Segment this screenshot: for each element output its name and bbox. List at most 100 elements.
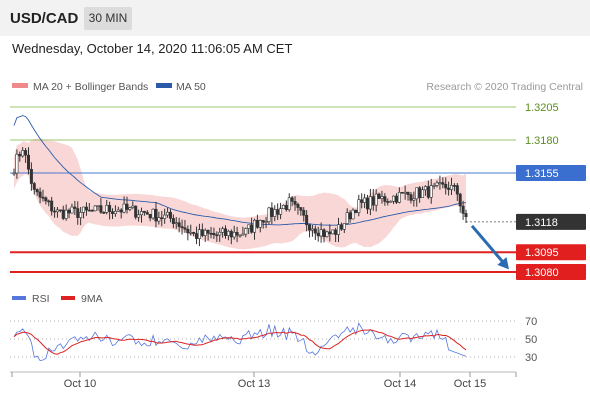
price-tags: 1.3205 1.3180 1.3155 1.3118 1.3095 1.3080 [516,102,586,280]
candle-body [458,193,462,207]
bollinger-legend-swatch [12,83,28,88]
candle-body [305,215,309,226]
candle-body [316,232,320,237]
candle-body [447,187,451,190]
candle-body [360,199,364,203]
timeframe-button[interactable]: 30 MIN [84,7,132,30]
candle-body [383,196,387,202]
candle-body [429,185,433,198]
candle-body [67,209,71,214]
rsi-panel: 70 50 30 [10,316,537,364]
candle-body [308,224,312,231]
candle-body [154,208,158,222]
candle-body [276,209,280,215]
candle-body [116,209,120,212]
candle-body [279,208,283,215]
candle-body [444,183,448,189]
ma50-legend-label: MA 50 [176,81,206,93]
candle-body [50,200,54,212]
candle-body [357,199,361,213]
candle-body [342,223,346,230]
candle-body [131,205,135,208]
candle-body [377,193,381,199]
candle-body [418,187,422,198]
candle-body [452,185,456,187]
candle-body [389,200,393,203]
candle-body [397,192,401,203]
candle-body [160,217,164,219]
candle-body [351,209,355,220]
candle-body [438,182,442,184]
candle-body [73,206,77,209]
candle-body [224,228,228,236]
candle-body [232,232,236,238]
candle-body [113,211,117,214]
candle-body [386,201,390,203]
candle-body [221,228,225,233]
projection-arrow-head [497,257,509,270]
candle-body [293,201,297,205]
candle-body [15,153,19,174]
candle-body [371,196,375,206]
candle-body [348,212,352,220]
candle-body [18,153,22,157]
candle-body [111,211,115,214]
candle-body [287,197,291,211]
projection-arrow [470,224,509,270]
candle-body [235,232,239,236]
projection-arrow-shaft [470,224,506,265]
candle-body [313,228,317,234]
candle-body [325,231,329,238]
rsi-ma-legend-label: 9MA [81,293,103,305]
candle-body [137,214,141,218]
candle-body [82,206,86,213]
candle-body [229,230,233,238]
candle-body [197,229,201,239]
candle-body [409,194,413,201]
candle-body [432,185,436,187]
candle-body [374,193,378,206]
candle-body [192,232,196,234]
candle-body [241,233,245,236]
candle-body [180,226,184,229]
candle-body [84,206,88,211]
candle-body [258,220,262,228]
candle-body [423,186,427,191]
candle-body [226,230,230,236]
pivot-tag-box [516,165,586,181]
candle-body [215,234,219,237]
candle-body [435,182,439,186]
candle-body [61,209,65,219]
candle-body [368,196,372,210]
candle-body [264,221,268,223]
support-tag-box [516,264,586,280]
candle-body [281,205,285,209]
candle-body [209,232,213,235]
candle-body [250,224,254,233]
candle-body [302,209,306,216]
symbol-title: USD/CAD [10,10,79,27]
support-tag-box [516,244,586,261]
candle-body [142,211,146,213]
candle-body [21,150,25,157]
candle-body [200,229,204,236]
candle-body [64,209,68,219]
candle-body [212,232,216,236]
candle-body [163,214,167,219]
candle-body [157,217,161,222]
candle-body [108,205,112,212]
candle-body [195,233,199,239]
candle-body [299,207,303,211]
candle-body [426,186,430,198]
candle-body [270,207,274,217]
candle-body [380,196,384,199]
candle-body [244,228,248,235]
candle-body [415,187,419,200]
x-axis: Oct 10 Oct 13 Oct 14 Oct 15 [11,372,517,390]
bollinger-band [14,138,466,250]
candle-body [24,150,28,156]
candle-body [206,229,210,234]
candle-body [12,172,16,175]
candle-body [339,224,343,230]
